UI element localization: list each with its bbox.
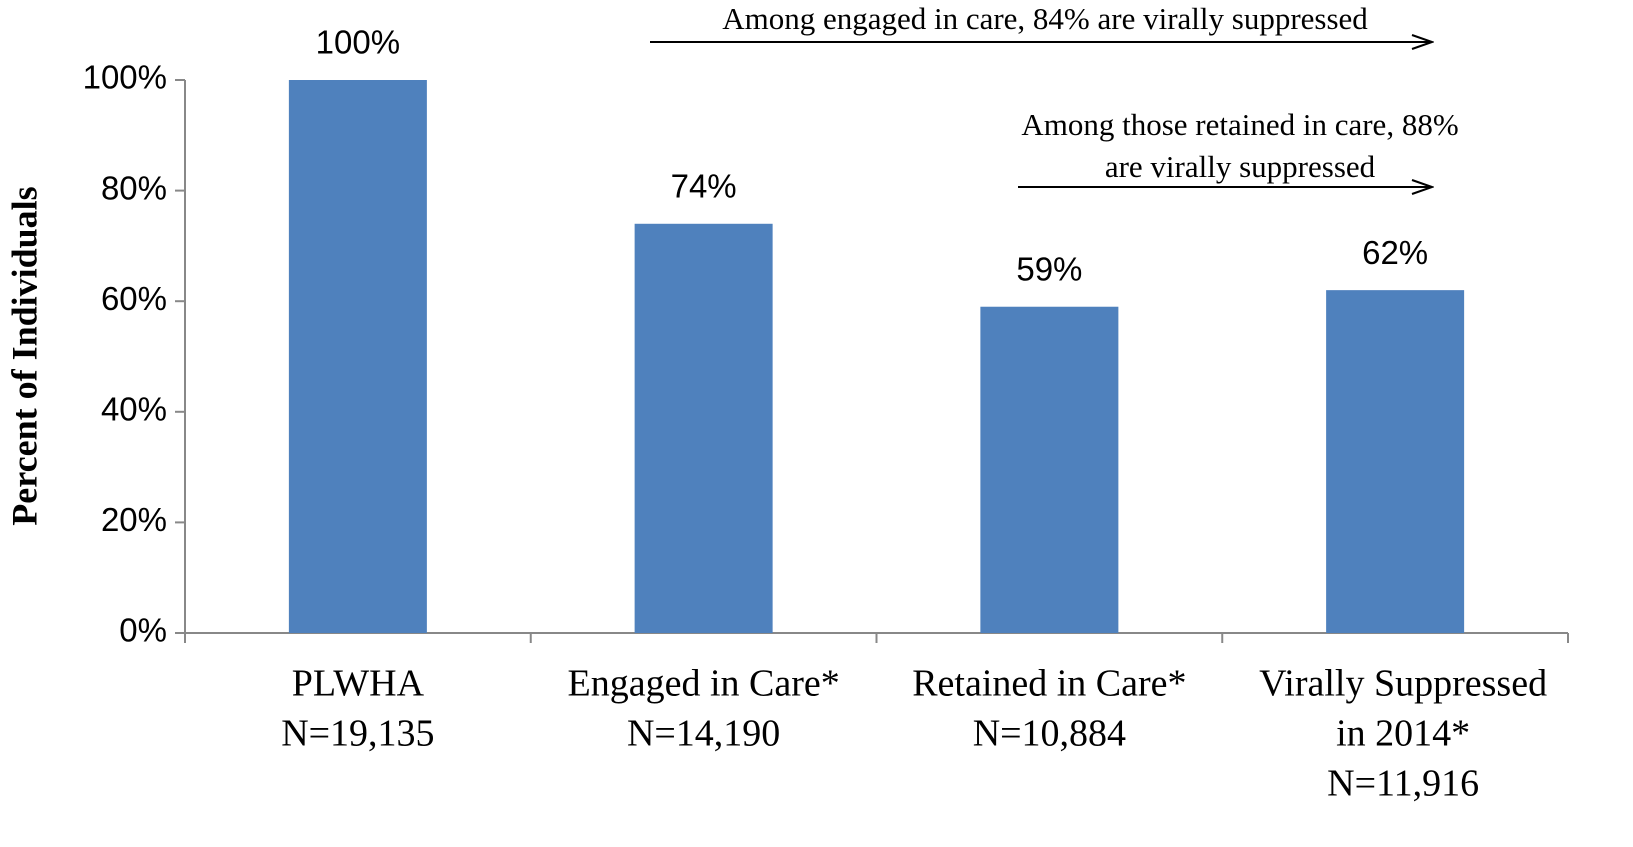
x-tick-label: Engaged in Care* xyxy=(568,663,840,705)
value-label: 74% xyxy=(671,167,737,204)
x-tick-label: PLWHA xyxy=(292,663,425,705)
bar xyxy=(980,306,1119,633)
y-tick-label: 20% xyxy=(101,501,167,538)
y-tick-label: 60% xyxy=(101,280,167,317)
x-tick-label: Retained in Care* xyxy=(912,663,1186,705)
value-label: 62% xyxy=(1362,234,1428,271)
x-tick-label: Virally Suppressed xyxy=(1259,663,1547,705)
y-axis-label: Percent of Individuals xyxy=(4,186,44,525)
y-tick-label: 0% xyxy=(119,612,167,649)
x-tick-label: N=10,884 xyxy=(973,713,1126,755)
value-label: 100% xyxy=(316,24,400,61)
annotation: Among engaged in care, 84% are virally s… xyxy=(722,1,1368,36)
bar xyxy=(1326,290,1465,633)
y-tick-label: 80% xyxy=(101,169,167,206)
x-tick-label: N=19,135 xyxy=(281,713,434,755)
bar xyxy=(634,223,773,633)
x-tick-label: N=11,916 xyxy=(1327,763,1479,805)
bar xyxy=(288,80,427,633)
y-tick-label: 40% xyxy=(101,391,167,428)
value-label: 59% xyxy=(1016,250,1082,287)
x-tick-label: N=14,190 xyxy=(627,713,780,755)
y-tick-label: 100% xyxy=(83,59,167,96)
annotation: are virally suppressed xyxy=(1105,149,1376,184)
annotation: Among those retained in care, 88% xyxy=(1021,107,1458,142)
x-tick-label: in 2014* xyxy=(1336,713,1470,755)
